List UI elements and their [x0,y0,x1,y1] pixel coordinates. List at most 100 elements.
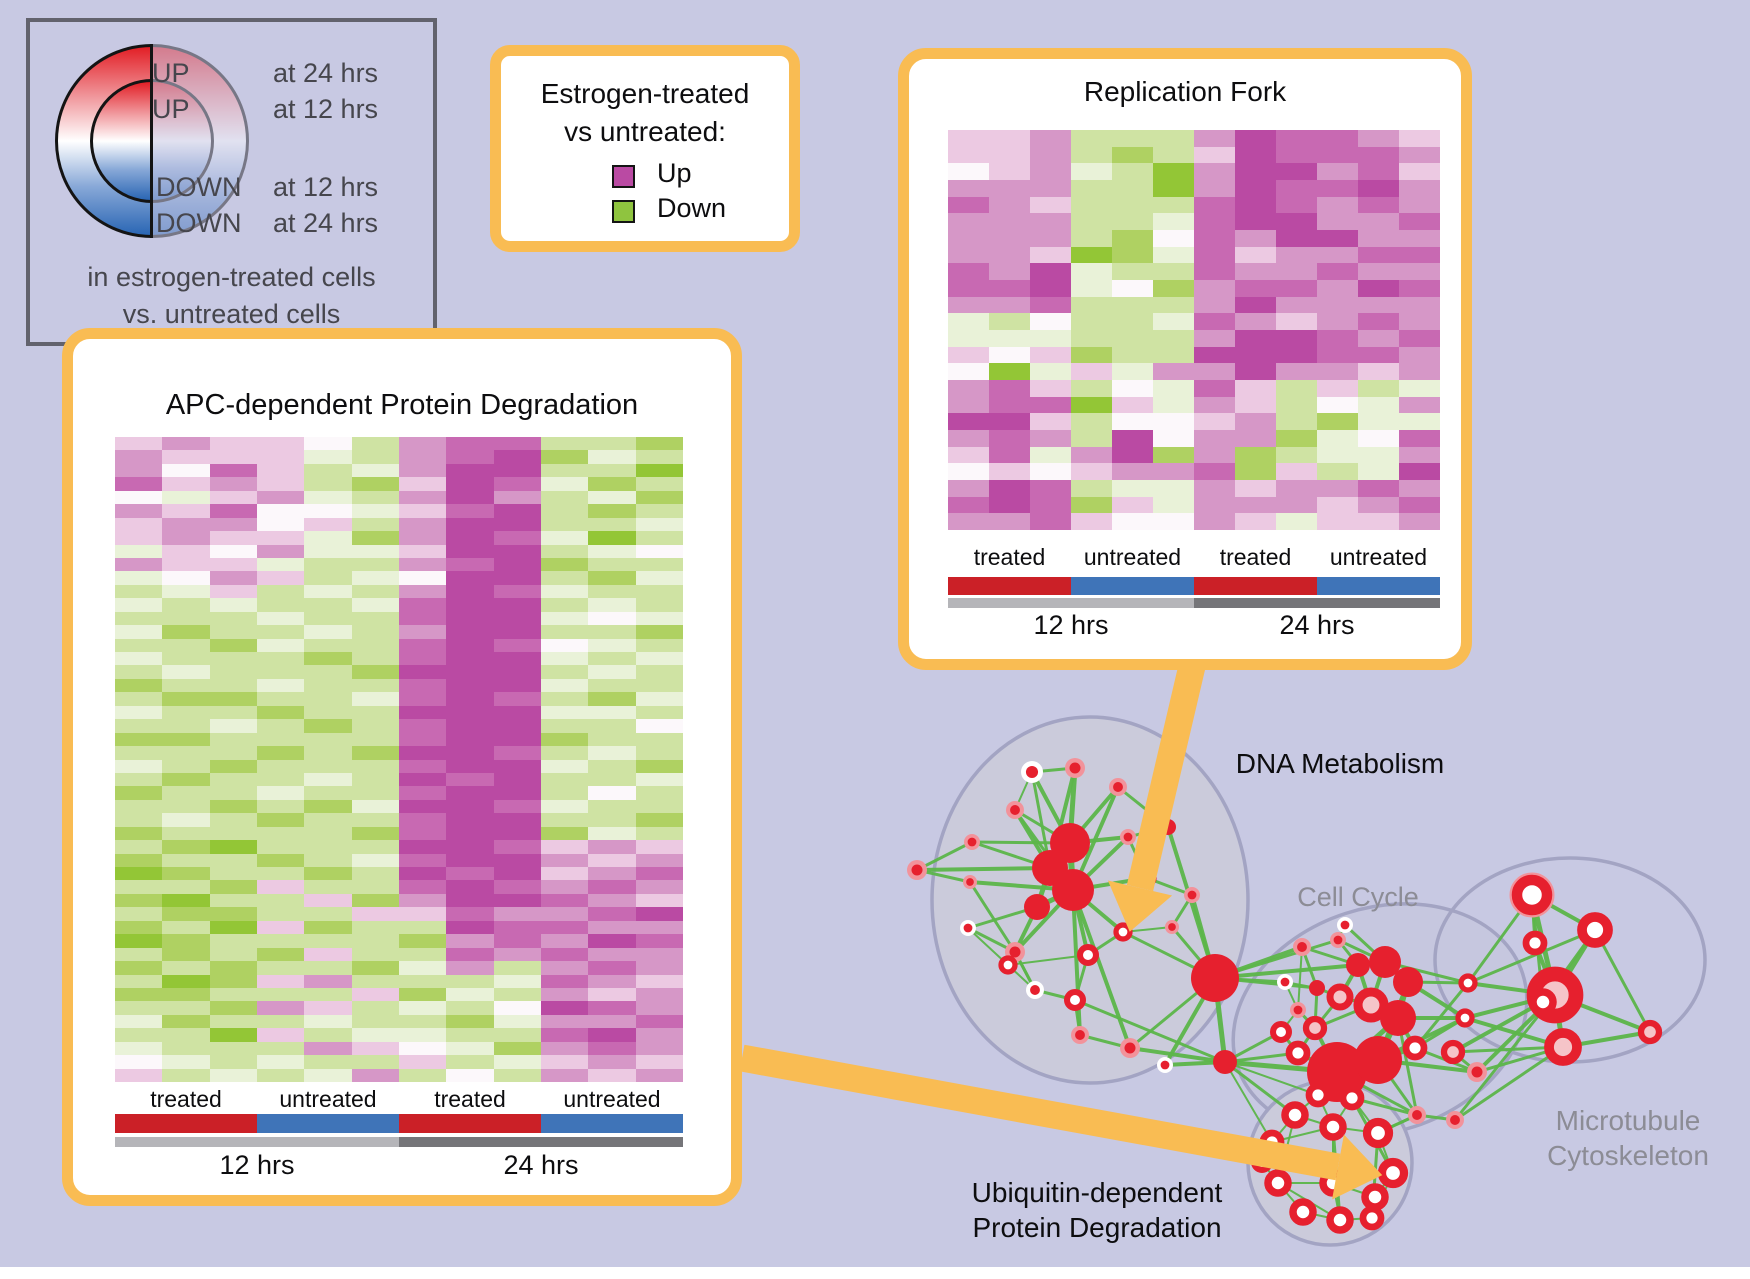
heatmap-cell [162,893,210,908]
heatmap-cell [209,490,257,505]
heatmap-cell [540,759,589,773]
heatmap-cell [1194,263,1235,280]
heatmap-cell [398,746,447,760]
heatmap-cell [635,893,683,908]
heatmap-cell [948,379,989,397]
heatmap-cell [398,1028,447,1042]
heatmap-cell [162,826,210,841]
cell-cycle-label: Cell Cycle [1297,882,1419,912]
heatmap-cell [304,759,352,773]
heatmap-cell [115,557,163,572]
heatmap-cell [1030,379,1071,397]
heatmap-cell [304,974,352,988]
heatmap-cell [256,517,305,532]
heatmap-cell [1358,146,1399,164]
heatmap-cell [588,652,636,666]
heatmap-cell [256,584,305,599]
heatmap-cell [1112,446,1153,464]
heatmap-cell [1276,329,1317,347]
heatmap-cell [115,786,163,800]
heatmap-cell [989,130,1030,147]
heatmap-cell [493,504,541,518]
heatmap-cell [1358,413,1399,430]
heatmap-cell [351,772,399,787]
heatmap-cell [209,1028,257,1042]
heatmap-cell [989,313,1030,330]
heatmap-cell [398,490,447,505]
heatmap-cell [493,1055,541,1069]
heatmap-cell [540,638,589,652]
heatmap-cell [989,263,1030,280]
heatmap-cell [1317,130,1358,147]
heatmap-cell [493,799,541,814]
heatmap-cell [1235,179,1276,197]
heatmap-cell [948,146,989,164]
heatmap-cell [588,665,636,679]
heatmap-cell [162,907,210,921]
heatmap-cell [351,786,399,800]
arrow-replication-to-dna [1107,658,1207,932]
heatmap-cell [209,692,257,706]
rf-time-bar-1 [1194,598,1440,608]
heatmap-cell [1276,279,1317,297]
heatmap-cell [256,786,305,800]
heatmap-cell [1030,346,1071,364]
heatmap-cell [1112,496,1153,514]
ubiquitin-label-line1: Ubiquitin-dependent [972,1177,1223,1208]
heatmap-cell [493,1001,541,1015]
heatmap-cell [493,759,541,773]
heatmap-cell [635,746,683,760]
arrow-apc-to-ubiquitin [739,1044,1383,1200]
heatmap-cell [115,517,163,532]
heatmap-cell [1153,130,1194,147]
network-node-o-51 [1522,930,1548,956]
heatmap-cell [948,179,989,197]
heatmap-cell [1317,429,1358,447]
heatmap-cell [446,786,494,800]
heatmap-cell [493,450,541,464]
heatmap-cell [1194,296,1235,314]
heatmap-cell [162,625,210,639]
heatmap-cell [398,652,447,666]
heatmap-cell [162,732,210,747]
heatmap-cell [540,920,589,935]
heatmap-cell [256,504,305,518]
network-edge [1071,888,1132,1050]
heatmap-cell [351,611,399,626]
heatmap-cell [304,638,352,652]
heatmap-cell [1194,363,1235,380]
heatmap-cell [209,557,257,572]
network-edge [1224,1061,1319,1096]
apc-condition-bar-0 [115,1114,257,1133]
heatmap-cell [398,1001,447,1015]
heatmap-cell [162,934,210,948]
heatmap-cell [635,786,683,800]
heatmap-cell [256,638,305,652]
heatmap-cell [446,759,494,773]
heatmap-cell [1112,346,1153,364]
ramp-label-up-0: UP [152,58,190,88]
heatmap-cell [304,853,352,867]
heatmap-cell [1030,413,1071,430]
heatmap-cell [1030,313,1071,330]
heatmap-cell [209,759,257,773]
heatmap-cell [1194,346,1235,364]
ramp-label-at-24-hrs-7: at 24 hrs [273,208,379,238]
heatmap-cell [256,987,305,1002]
heatmap-cell [209,732,257,747]
heatmap-cell [1358,279,1399,297]
heatmap-cell [635,987,683,1002]
heatmap-cell [1071,130,1112,147]
heatmap-cell [540,692,589,706]
heatmap-cell [989,296,1030,314]
heatmap-cell [1071,313,1112,330]
heatmap-cell [493,867,541,881]
ramp-label-at-12-hrs-3: at 12 hrs [273,94,379,124]
network-node-o-39 [1270,1021,1292,1043]
heatmap-cell [1317,146,1358,164]
heatmap-cell [446,598,494,612]
heatmap-cell [1194,329,1235,347]
heatmap-cell [304,893,352,908]
heatmap-cell [1235,130,1276,147]
heatmap-cell [256,772,305,787]
